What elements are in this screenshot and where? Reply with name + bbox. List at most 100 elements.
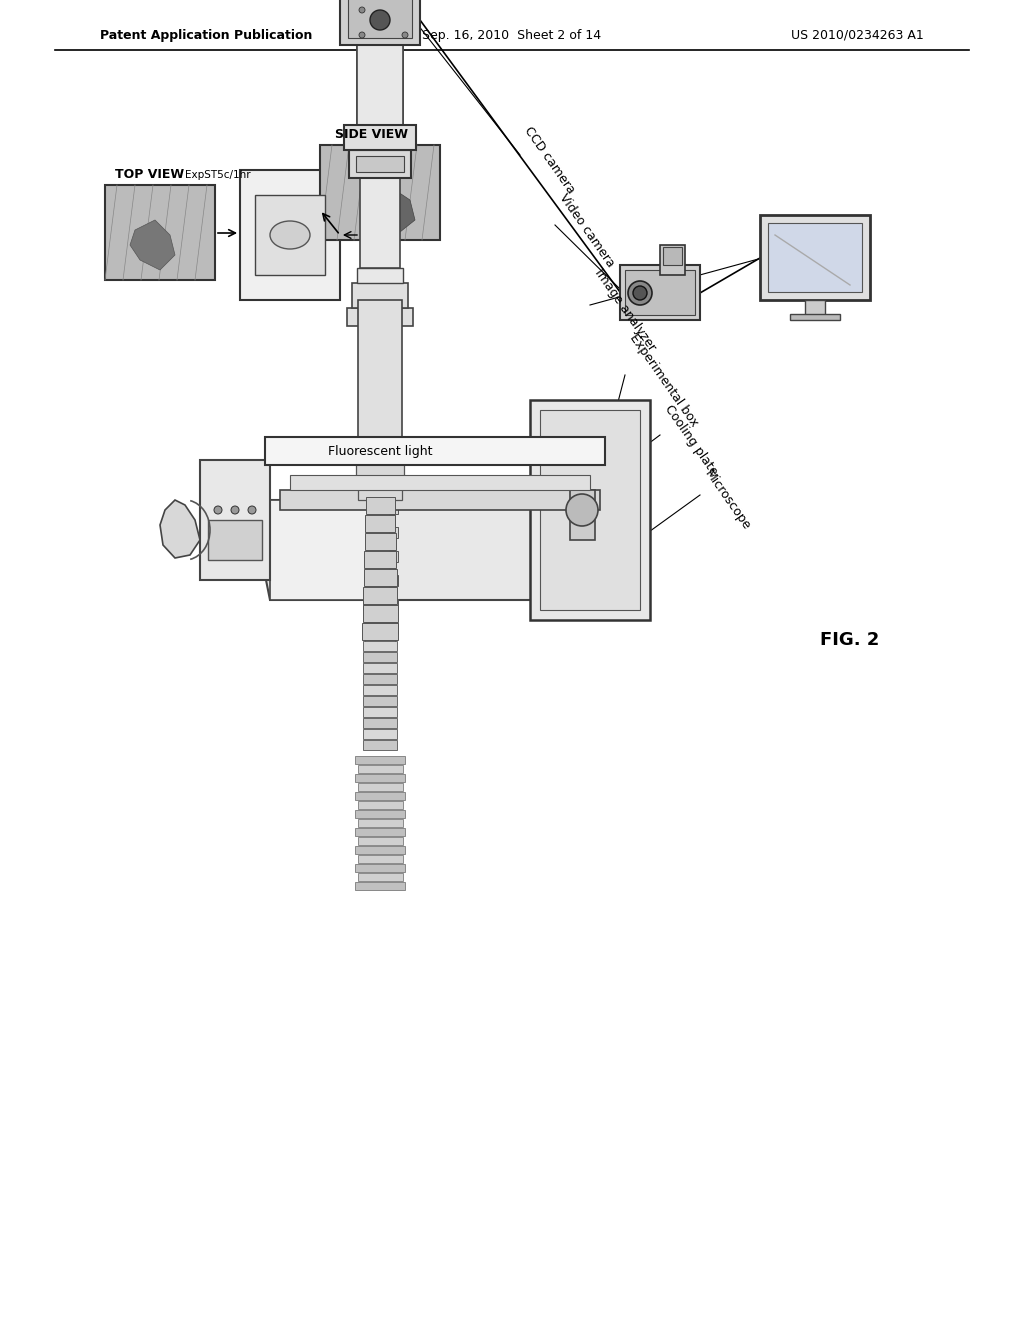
Bar	[355, 882, 406, 890]
Bar	[358, 766, 403, 774]
Bar	[355, 792, 406, 800]
Bar	[362, 503, 398, 513]
Polygon shape	[130, 220, 175, 271]
Bar	[358, 818, 403, 828]
Bar	[362, 708, 397, 717]
Bar	[105, 185, 215, 280]
Bar	[349, 150, 411, 178]
Bar	[355, 828, 406, 836]
Bar	[620, 265, 700, 319]
Bar	[365, 515, 395, 532]
Bar	[625, 271, 695, 315]
Bar	[240, 170, 340, 300]
Bar	[365, 611, 395, 622]
Bar	[355, 846, 406, 854]
Bar	[362, 718, 397, 729]
Text: US 2010/0234263 A1: US 2010/0234263 A1	[792, 29, 924, 41]
Bar	[208, 520, 262, 560]
Bar	[354, 440, 406, 459]
Circle shape	[370, 11, 390, 30]
Text: Experimental box: Experimental box	[627, 331, 700, 429]
Bar	[358, 783, 403, 791]
Bar	[270, 500, 390, 601]
Bar	[343, 0, 417, 5]
Bar	[362, 729, 397, 739]
Bar	[362, 479, 398, 490]
Polygon shape	[365, 190, 415, 232]
Bar	[255, 195, 325, 275]
Text: CCD camera: CCD camera	[522, 124, 578, 195]
Bar	[362, 663, 397, 673]
Bar	[760, 215, 870, 300]
Circle shape	[214, 506, 222, 513]
Bar	[358, 480, 402, 500]
Circle shape	[248, 506, 256, 513]
Bar	[365, 539, 395, 550]
Bar	[360, 178, 400, 268]
Circle shape	[231, 506, 239, 513]
Bar	[790, 314, 840, 319]
Bar	[357, 45, 403, 125]
Bar	[362, 642, 397, 651]
Text: Microscope: Microscope	[702, 467, 753, 532]
Bar	[366, 498, 395, 513]
Bar	[362, 623, 398, 634]
Text: SIDE VIEW: SIDE VIEW	[335, 128, 408, 141]
Bar	[358, 873, 403, 880]
Bar	[362, 550, 398, 562]
Text: Patent Application Publication: Patent Application Publication	[100, 29, 312, 41]
Bar	[530, 400, 650, 620]
Bar	[358, 837, 403, 845]
Circle shape	[359, 7, 365, 13]
Bar	[362, 685, 397, 696]
Bar	[660, 246, 685, 275]
Polygon shape	[250, 500, 590, 601]
Bar	[358, 801, 403, 809]
Text: ExpST5c/1hr: ExpST5c/1hr	[185, 170, 251, 180]
Bar	[355, 756, 406, 764]
Text: Fluorescent light: Fluorescent light	[328, 445, 432, 458]
Bar	[362, 741, 397, 750]
Text: FIG. 2: FIG. 2	[820, 631, 880, 649]
Bar	[362, 599, 398, 610]
Bar	[362, 527, 398, 539]
Bar	[200, 459, 270, 579]
Bar	[362, 576, 398, 586]
Bar	[355, 774, 406, 781]
Text: Image analyzer: Image analyzer	[592, 267, 658, 354]
Bar	[348, 0, 412, 38]
Bar	[362, 652, 397, 663]
Bar	[362, 696, 397, 706]
Bar	[362, 675, 397, 684]
Bar	[365, 491, 395, 502]
Ellipse shape	[270, 220, 310, 249]
Bar	[355, 865, 406, 873]
Bar	[364, 550, 396, 568]
Text: Cooling plate: Cooling plate	[662, 403, 720, 478]
Text: Video camera: Video camera	[557, 191, 617, 269]
Bar	[356, 459, 404, 480]
Bar	[364, 569, 397, 586]
Bar	[365, 564, 395, 574]
Bar	[362, 605, 398, 622]
Bar	[365, 515, 395, 525]
Bar	[280, 490, 600, 510]
Circle shape	[359, 32, 365, 38]
Bar	[356, 156, 404, 172]
Bar	[362, 623, 398, 640]
Bar	[768, 223, 862, 292]
Text: Sep. 16, 2010  Sheet 2 of 14: Sep. 16, 2010 Sheet 2 of 14	[423, 29, 601, 41]
Bar	[347, 308, 413, 326]
Bar	[663, 247, 682, 265]
Bar	[540, 411, 640, 610]
Bar	[805, 300, 825, 315]
Bar	[290, 475, 590, 490]
Bar	[355, 810, 406, 818]
Bar	[570, 490, 595, 540]
Bar	[340, 0, 420, 45]
Text: TOP VIEW: TOP VIEW	[115, 169, 184, 181]
Bar	[362, 587, 397, 605]
Bar	[365, 587, 395, 598]
Bar	[358, 300, 402, 440]
Bar	[358, 855, 403, 863]
